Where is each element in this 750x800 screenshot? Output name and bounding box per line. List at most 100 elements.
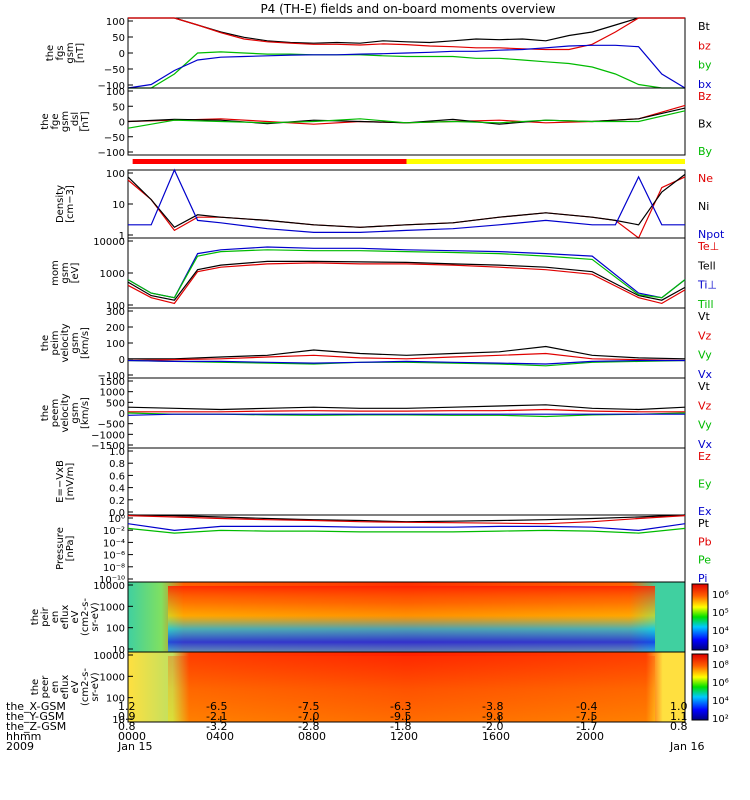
time-y-value: -7.0	[298, 710, 319, 723]
y-tick-label: 1000	[100, 269, 125, 280]
time-row-label: 2009	[6, 740, 34, 753]
y-tick-label: 0.2	[109, 496, 125, 507]
legend-label: Ni	[698, 200, 709, 213]
y-axis-label: the fgs gsm [nT]	[45, 42, 86, 63]
y-tick-label: 100	[106, 301, 125, 312]
y-axis-label-line: gsm	[70, 332, 81, 353]
legend-label: Bz	[698, 90, 712, 103]
y-tick-label: 10000	[93, 581, 125, 592]
chart-title: P4 (TH-E) fields and on-board moments ov…	[260, 2, 555, 16]
y-axis-label-line: peer	[40, 675, 51, 699]
series-line	[127, 404, 686, 411]
y-axis-label-line: gsm	[70, 402, 81, 423]
colorbar	[691, 583, 709, 651]
y-axis-label-line: en	[50, 611, 61, 624]
y-tick-label: 0	[119, 118, 125, 129]
y-axis-label-line: the	[40, 113, 51, 129]
series-line	[127, 246, 686, 299]
time-z-value: -1.8	[390, 720, 411, 733]
panel-7: 1.00.80.6 0.40.20.0 E=−VxB [mV/m] Ez Ey Ex	[55, 447, 712, 519]
time-x-value: 1.2	[118, 700, 136, 713]
y-tick-label: 200	[106, 323, 125, 334]
y-axis-label-line: [km/s]	[80, 327, 91, 359]
legend-label: bz	[698, 39, 711, 52]
y-axis-label-line: gsm	[60, 111, 71, 132]
time-hhmm-value: 0800	[298, 730, 326, 743]
y-axis-label-line: eflux	[60, 605, 71, 630]
legend-label: Te⊥	[697, 240, 719, 253]
spectrogram-overlay	[168, 656, 655, 722]
legend-label: Pb	[698, 535, 712, 548]
series-line	[127, 260, 686, 301]
time-row-label: hhmm	[6, 730, 41, 743]
legend-label: Ex	[698, 505, 712, 518]
y-axis-label-line: peim	[50, 330, 61, 355]
panel-3: 100 10 1 Density [cm−3] Ne Ni Npot	[55, 168, 725, 242]
y-tick-label: 10⁻⁶	[103, 551, 125, 562]
legend-label: Pe	[698, 554, 711, 567]
colorbar-tick-label: 10⁶	[712, 678, 729, 689]
time-x-value: -7.5	[298, 700, 319, 713]
y-axis-label-line: [cm−3]	[65, 185, 76, 223]
y-axis-label-line: eV	[70, 680, 81, 693]
y-tick-label: 1500	[100, 377, 125, 388]
y-tick-label: 1	[119, 231, 125, 242]
legend-label: Pt	[698, 517, 710, 530]
y-tick-label: 0.4	[109, 484, 125, 495]
y-tick-label: 500	[106, 398, 125, 409]
time-y-value: -7.5	[576, 710, 597, 723]
series-line	[127, 176, 686, 239]
legend-label: Pi	[698, 572, 707, 585]
panel-frame	[127, 447, 686, 516]
spectrogram-overlay	[168, 586, 655, 652]
y-axis-label-line: sr-eV)	[90, 602, 101, 631]
y-axis-label-line: fgs	[55, 45, 66, 60]
y-tick-label: 0	[119, 355, 125, 366]
panel-frame	[127, 307, 686, 379]
y-axis-label-line: the	[40, 335, 51, 351]
colorbar-tick-label: 10⁵	[712, 608, 729, 619]
colorbar-tick-label: 10⁴	[712, 626, 729, 637]
y-tick-label: 10000	[93, 651, 125, 662]
time-y-value: -2.1	[206, 710, 227, 723]
y-tick-label: 10000	[93, 237, 125, 248]
y-tick-label: 1000	[100, 602, 125, 613]
y-tick-label: 100	[106, 624, 125, 635]
y-axis-label-line: peem	[50, 399, 61, 427]
y-tick-label: 0.0	[109, 508, 125, 519]
legend-label: Bx	[698, 118, 713, 131]
y-tick-label: 0	[119, 409, 125, 420]
y-axis-label-line: E=−VxB	[55, 460, 66, 503]
legend-label: By	[698, 145, 713, 158]
y-axis-label-line: [mV/m]	[65, 463, 76, 501]
time-y-value: -9.5	[390, 710, 411, 723]
y-tick-label: 10⁻²	[103, 526, 125, 537]
time-z-value: -3.2	[206, 720, 227, 733]
series-line	[128, 168, 685, 233]
panel-1: 100 50 0 −50 −100 the fge gsm _dsl [nT] Bz Bx By	[40, 87, 713, 159]
panel-frame	[127, 237, 686, 309]
colorbar-tick-label: 10⁴	[712, 696, 729, 707]
y-tick-label: 1.0	[109, 447, 125, 458]
legend-label: Vt	[698, 310, 711, 323]
y-axis-label: mom gsm [eV]	[50, 260, 81, 286]
legend-label: Ez	[698, 450, 711, 463]
y-tick-label: −100	[98, 148, 125, 159]
time-hhmm-value: 1600	[482, 730, 510, 743]
y-axis-label: the fge gsm _dsl [nT]	[40, 111, 91, 132]
y-axis-label-line: sr-eV)	[90, 672, 101, 701]
panel-4: 10000 1000 100 mom gsm [eV] Te⊥ Tell Ti⊥ Till	[50, 237, 719, 312]
y-axis-label-line: _dsl	[70, 112, 81, 132]
y-axis-label-line: peir	[40, 606, 51, 626]
y-tick-label: −100	[98, 371, 125, 382]
y-tick-label: 100	[106, 339, 125, 350]
mode-bar-segment	[132, 159, 407, 164]
time-row-label: the_X-GSM	[6, 700, 66, 713]
panel-10: 10⁸ 10⁶ 10⁴ 10² 10000 1000 100 10 the peer en eflux…	[30, 651, 729, 726]
y-tick-label: 50	[112, 102, 125, 113]
panel-frame	[127, 377, 686, 449]
series-line	[127, 352, 686, 362]
y-axis-label-line: gsm	[65, 42, 76, 63]
